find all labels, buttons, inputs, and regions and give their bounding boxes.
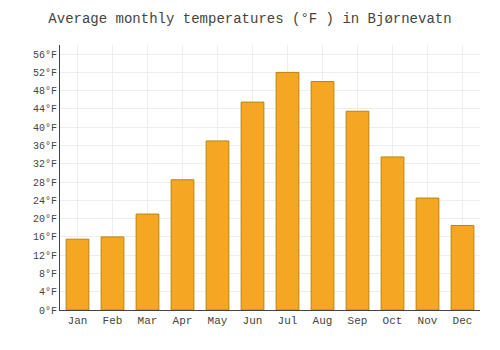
svg-text:56°F: 56°F (33, 50, 57, 61)
svg-text:Jun: Jun (243, 315, 263, 327)
svg-text:48°F: 48°F (33, 86, 57, 97)
svg-text:32°F: 32°F (33, 159, 57, 170)
svg-text:0°F: 0°F (39, 306, 57, 317)
svg-text:Sep: Sep (348, 315, 368, 327)
svg-text:12°F: 12°F (33, 251, 57, 262)
svg-text:Jan: Jan (68, 315, 88, 327)
svg-text:Apr: Apr (173, 315, 193, 327)
svg-text:52°F: 52°F (33, 68, 57, 79)
svg-text:Jul: Jul (278, 315, 298, 327)
svg-text:16°F: 16°F (33, 232, 57, 243)
svg-text:4°F: 4°F (39, 287, 57, 298)
svg-text:20°F: 20°F (33, 214, 57, 225)
svg-text:May: May (208, 315, 228, 327)
svg-text:Feb: Feb (103, 315, 123, 327)
svg-text:Oct: Oct (383, 315, 403, 327)
svg-text:28°F: 28°F (33, 178, 57, 189)
svg-text:Average monthly temperatures (: Average monthly temperatures (°F ) in Bj… (48, 11, 451, 27)
svg-text:44°F: 44°F (33, 104, 57, 115)
svg-text:36°F: 36°F (33, 141, 57, 152)
svg-text:Nov: Nov (418, 315, 438, 327)
svg-text:40°F: 40°F (33, 123, 57, 134)
svg-text:Dec: Dec (453, 315, 473, 327)
svg-text:24°F: 24°F (33, 196, 57, 207)
svg-text:Aug: Aug (313, 315, 333, 327)
svg-text:8°F: 8°F (39, 269, 57, 280)
svg-text:Mar: Mar (138, 315, 158, 327)
